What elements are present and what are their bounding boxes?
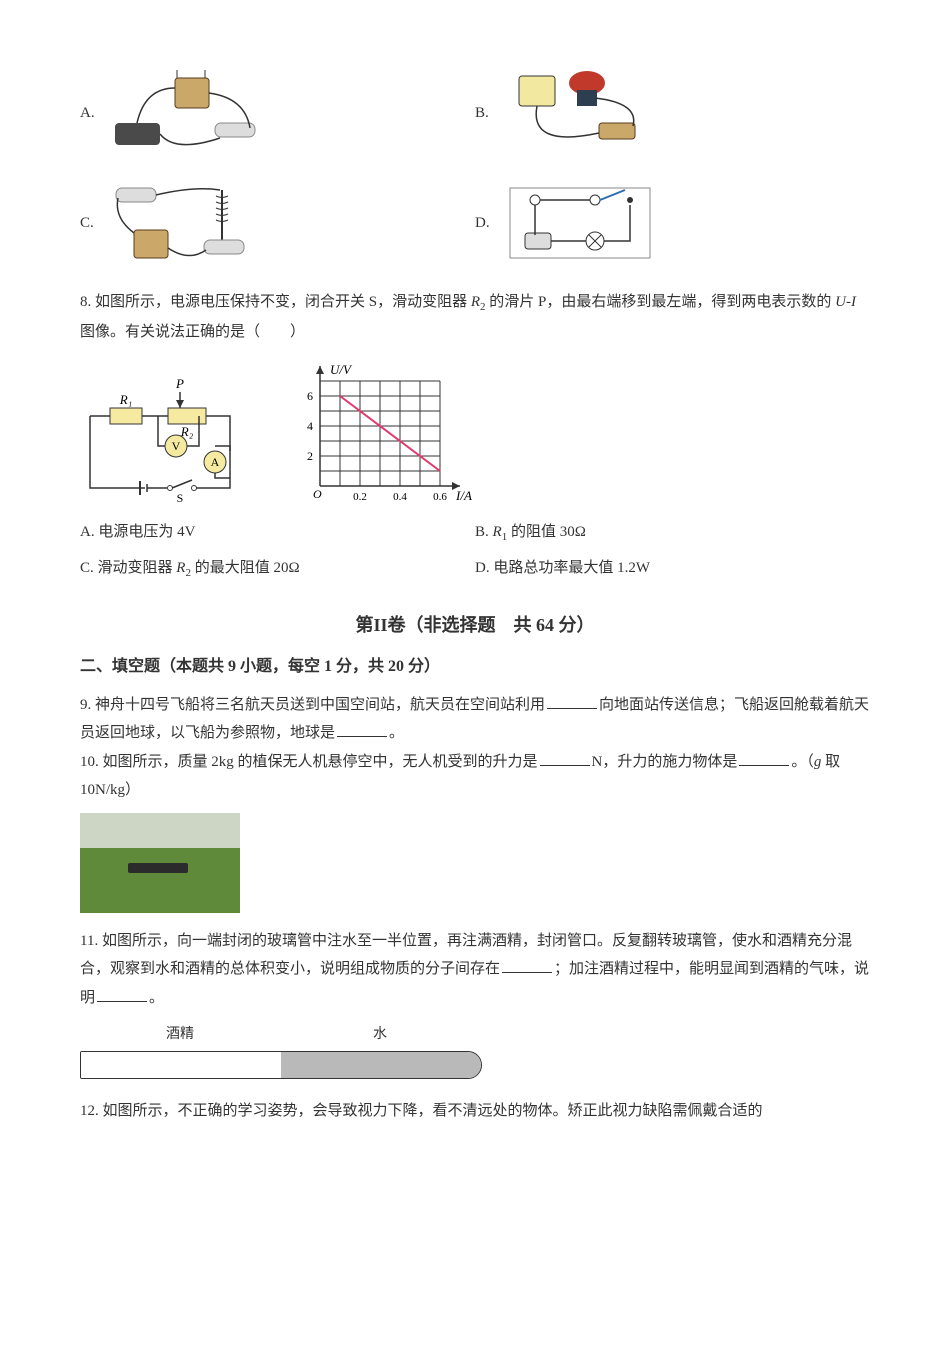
fill-blank-title: 二、填空题（本题共 9 小题，每空 1 分，共 20 分） xyxy=(80,652,870,682)
q8-text-2: 的滑片 P，由最右端移到最左端，得到两电表示数的 xyxy=(489,294,835,310)
q9-blank-2[interactable] xyxy=(337,721,387,737)
q12-number: 12. xyxy=(80,1103,99,1119)
tube-label-alcohol: 酒精 xyxy=(80,1022,280,1049)
q8-ui-graph: 6 4 2 0.2 0.4 0.6 O U/V I/A xyxy=(280,356,480,506)
q8-text-3: 图像。有关说法正确的是（ ） xyxy=(80,324,305,340)
q7-option-B[interactable]: B. xyxy=(475,68,870,158)
q9-number: 9. xyxy=(80,697,91,713)
q10: 10. 如图所示，质量 2kg 的植保无人机悬停空中，无人机受到的升力是N，升力… xyxy=(80,748,870,805)
q8-option-A[interactable]: A. 电源电压为 4V xyxy=(80,518,475,548)
section-2-title: 第II卷（非选择题 共 64 分） xyxy=(80,608,870,642)
q8-number: 8. xyxy=(80,294,91,310)
svg-text:2: 2 xyxy=(307,449,313,463)
circuit-V-label: V xyxy=(172,439,181,453)
q7-options-row-2: C. D. xyxy=(80,178,870,268)
q7-D-label: D. xyxy=(475,209,490,238)
svg-text:U/V: U/V xyxy=(330,362,353,377)
q11-blank-1[interactable] xyxy=(502,957,552,973)
tube-label-water: 水 xyxy=(280,1022,480,1049)
q8-option-B[interactable]: B. R1 的阻值 30Ω xyxy=(475,518,870,548)
q7-options-row-1: A. B. xyxy=(80,68,870,158)
circuit-R1-label: R₁ xyxy=(119,392,132,407)
circuit-A-label: A xyxy=(211,455,220,469)
q7-option-C[interactable]: C. xyxy=(80,178,475,268)
q8-circuit-diagram: R₁ R₂ P V A S xyxy=(80,376,250,506)
q10-blank-2[interactable] xyxy=(739,750,789,766)
q7-A-label: A. xyxy=(80,99,95,128)
svg-text:0.6: 0.6 xyxy=(433,491,447,503)
svg-text:4: 4 xyxy=(307,419,313,433)
q10-blank-1[interactable] xyxy=(540,750,590,766)
q12: 12. 如图所示，不正确的学习姿势，会导致视力下降，看不清远处的物体。矫正此视力… xyxy=(80,1097,870,1126)
svg-text:I/A: I/A xyxy=(455,488,472,503)
svg-text:0.4: 0.4 xyxy=(393,491,407,503)
svg-text:6: 6 xyxy=(307,389,313,403)
q11-number: 11. xyxy=(80,933,98,949)
q7-B-figure xyxy=(499,68,659,158)
q7-C-figure xyxy=(104,178,264,268)
q8-option-C[interactable]: C. 滑动变阻器 R2 的最大阻值 20Ω xyxy=(80,554,475,584)
circuit-P-label: P xyxy=(175,376,184,391)
q8-options: A. 电源电压为 4V B. R1 的阻值 30Ω C. 滑动变阻器 R2 的最… xyxy=(80,518,870,590)
q7-B-label: B. xyxy=(475,99,489,128)
q8-R2-sym: R xyxy=(471,294,480,310)
q8-R2-sub: 2 xyxy=(480,301,486,313)
q8-option-D[interactable]: D. 电路总功率最大值 1.2W xyxy=(475,554,870,584)
svg-text:0.2: 0.2 xyxy=(353,491,367,503)
q7-D-figure xyxy=(500,178,660,268)
tube-water-region xyxy=(281,1052,481,1078)
q7-option-A[interactable]: A. xyxy=(80,68,475,158)
q7-option-D[interactable]: D. xyxy=(475,178,870,268)
q9: 9. 神舟十四号飞船将三名航天员送到中国空间站，航天员在空间站利用向地面站传送信… xyxy=(80,691,870,748)
q11-blank-2[interactable] xyxy=(97,986,147,1002)
q8-figures: R₁ R₂ P V A S xyxy=(80,356,870,506)
q11: 11. 如图所示，向一端封闭的玻璃管中注水至一半位置，再注满酒精，封闭管口。反复… xyxy=(80,927,870,1013)
q11-tube-figure: 酒精 水 xyxy=(80,1022,870,1079)
q8-ui: U-I xyxy=(835,294,856,310)
tube-alcohol-region xyxy=(81,1052,281,1078)
q7-A-figure xyxy=(105,68,265,158)
svg-text:O: O xyxy=(313,487,322,501)
circuit-S-label: S xyxy=(177,491,184,505)
q7-C-label: C. xyxy=(80,209,94,238)
q10-number: 10. xyxy=(80,754,99,770)
q8: 8. 如图所示，电源电压保持不变，闭合开关 S，滑动变阻器 R2 的滑片 P，由… xyxy=(80,288,870,346)
q10-drone-photo xyxy=(80,813,240,913)
q8-text-1: 如图所示，电源电压保持不变，闭合开关 S，滑动变阻器 xyxy=(95,294,471,310)
q9-blank-1[interactable] xyxy=(547,693,597,709)
